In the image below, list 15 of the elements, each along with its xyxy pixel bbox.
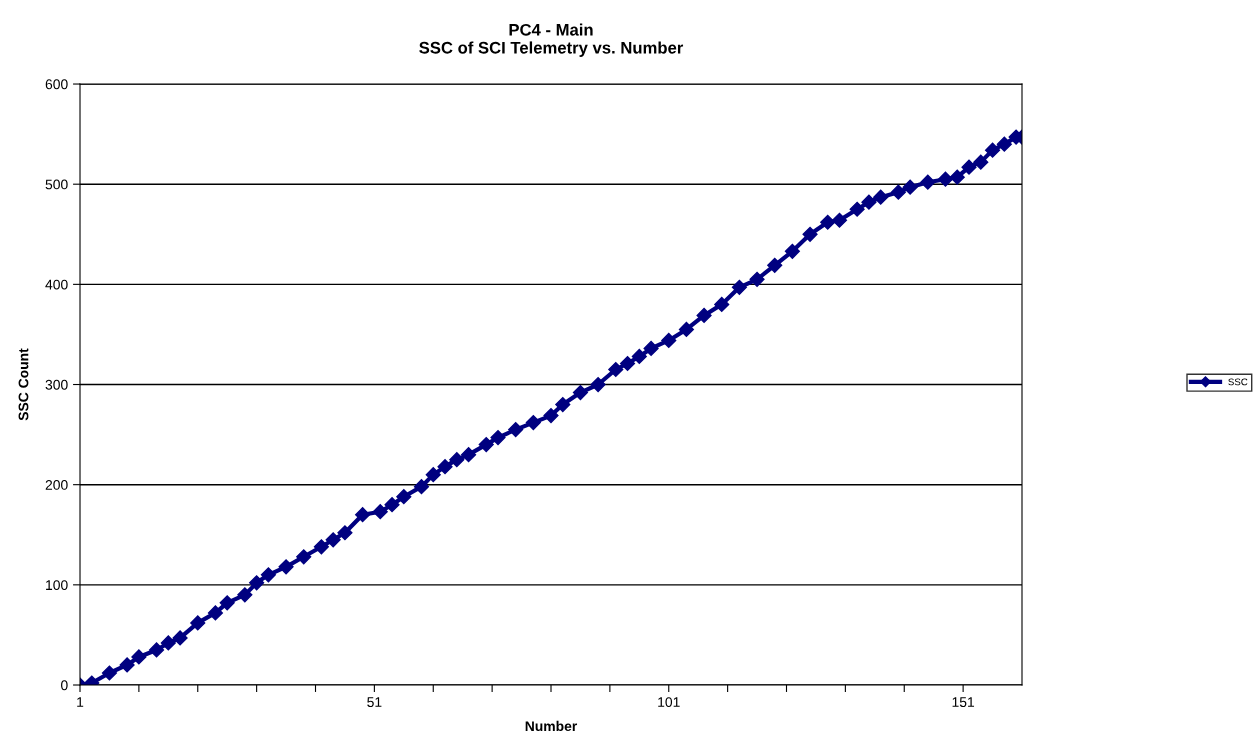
x-tick-label: 51 — [367, 697, 382, 708]
x-axis-title: Number — [525, 720, 578, 732]
y-tick-label: 600 — [45, 79, 68, 90]
y-tick-label: 200 — [45, 480, 68, 490]
x-tick-label: 1 — [77, 697, 84, 707]
legend-label: SSC — [1228, 378, 1248, 386]
y-tick-label: 100 — [46, 580, 68, 591]
x-tick-label: 101 — [658, 697, 680, 708]
x-tick-label: 151 — [952, 697, 975, 708]
chart-title: PC4 - Main SSC of SCI Telemetry vs. Number — [419, 23, 684, 57]
y-axis-title: SSC Count — [18, 348, 29, 421]
y-tick-label: 400 — [45, 279, 68, 290]
y-tick-label: 0 — [61, 680, 68, 691]
y-tick-label: 300 — [45, 379, 68, 390]
y-tick-label: 500 — [45, 179, 68, 190]
